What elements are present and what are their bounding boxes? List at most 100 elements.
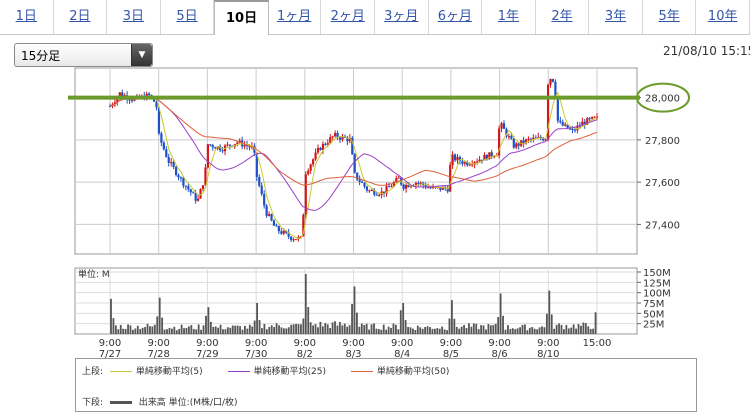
candle-body (314, 152, 317, 160)
candle-body (128, 99, 131, 101)
price-tick-label: 27,800 (645, 136, 680, 147)
candle-body (414, 182, 418, 186)
reference-oval (636, 82, 690, 113)
volume-bar (244, 325, 246, 334)
volume-bar (582, 322, 585, 334)
candle-body (522, 140, 525, 144)
volume-bar (304, 274, 307, 334)
tab-3ヶ月[interactable]: 3ヶ月 (375, 0, 429, 34)
tab-2日[interactable]: 2日 (54, 0, 108, 34)
candle-body (493, 156, 496, 158)
volume-bar (139, 329, 142, 334)
volume-bar (119, 325, 122, 334)
volume-bar (156, 316, 159, 334)
candle-body (189, 189, 192, 193)
volume-bar (387, 326, 390, 334)
candle-body (441, 187, 444, 190)
candle-body (578, 125, 581, 127)
candle-body (395, 178, 398, 183)
price-tick-label: 28,000 (645, 94, 680, 105)
volume-bar (158, 297, 161, 334)
x-tick-time: 9:00 (147, 338, 169, 349)
tab-1日[interactable]: 1日 (0, 0, 54, 34)
candle-body (118, 92, 121, 98)
volume-bar (183, 328, 185, 334)
volume-bar (229, 327, 232, 334)
volume-bar (399, 310, 402, 334)
volume-bar (236, 325, 239, 334)
interval-select[interactable]: 15分足 ▼ (14, 43, 153, 67)
ma5-line (109, 91, 598, 239)
candle-body (568, 128, 572, 130)
candle-body (319, 147, 322, 151)
volume-bar (538, 327, 541, 334)
volume-bar (280, 327, 283, 334)
volume-bar (239, 326, 241, 334)
x-tick-time: 9:00 (245, 338, 267, 349)
tab-5年[interactable]: 5年 (643, 0, 697, 34)
volume-bar (292, 324, 295, 334)
volume-bar (329, 328, 332, 334)
tab-1年[interactable]: 1年 (482, 0, 536, 34)
tab-10年[interactable]: 10年 (696, 0, 750, 34)
x-tick-time: 9:00 (196, 338, 218, 349)
volume-bar (407, 327, 409, 334)
volume-bar (528, 327, 531, 334)
volume-tick-label: 150M (643, 268, 671, 279)
volume-bar (151, 326, 154, 334)
chart-timestamp: 21/08/10 15:15 (663, 44, 750, 58)
candle-body (537, 136, 540, 138)
x-tick-date: 8/2 (297, 349, 313, 360)
volume-bar (482, 325, 485, 334)
candle-body (275, 225, 278, 227)
candle-body (480, 159, 484, 161)
tab-2年[interactable]: 2年 (536, 0, 590, 34)
volume-bar (356, 312, 358, 334)
volume-bar (412, 328, 414, 334)
volume-bar (231, 325, 234, 334)
volume-bar (270, 325, 273, 334)
tab-2ヶ月[interactable]: 2ヶ月 (321, 0, 375, 34)
ma25-line (109, 97, 598, 211)
candle-body (177, 175, 180, 178)
volume-bar (134, 328, 137, 334)
volume-bar (431, 328, 434, 334)
candle-body (500, 123, 503, 129)
volume-bar (584, 323, 587, 334)
legend-ma25: 単純移動平均(25) (253, 367, 327, 377)
candle-body (292, 239, 295, 241)
tab-1ヶ月[interactable]: 1ヶ月 (268, 0, 322, 34)
volume-bar (178, 328, 181, 334)
price-tick-label: 27,400 (645, 220, 680, 231)
volume-bar (390, 327, 392, 334)
tab-5日[interactable]: 5日 (161, 0, 215, 34)
candle-body (392, 182, 395, 187)
volume-bar (273, 326, 276, 334)
tab-3日[interactable]: 3日 (107, 0, 161, 34)
volume-bar (570, 327, 573, 334)
candle-body (554, 81, 557, 97)
volume-bar (563, 329, 565, 334)
candle-body (517, 143, 520, 146)
tab-10日[interactable]: 10日 (214, 0, 269, 35)
volume-bar (188, 326, 190, 334)
interval-select-value: 15分足 (21, 49, 61, 63)
tab-3年[interactable]: 3年 (589, 0, 643, 34)
candle-body (429, 187, 432, 189)
volume-tick-label: 50M (643, 309, 664, 320)
x-tick-time: 9:00 (537, 338, 559, 349)
chevron-down-icon[interactable]: ▼ (131, 44, 152, 66)
volume-bar (580, 325, 582, 334)
x-tick-date: 8/3 (345, 349, 361, 360)
candle-body (353, 154, 356, 173)
tab-6ヶ月[interactable]: 6ヶ月 (429, 0, 483, 34)
volume-bar (477, 329, 480, 334)
volume-bar (346, 326, 349, 334)
volume-bar (195, 329, 198, 334)
volume-bar (365, 323, 368, 334)
candle-body (326, 143, 329, 145)
volume-bar (241, 329, 244, 334)
volume-bar (207, 307, 210, 334)
candle-body (287, 232, 290, 237)
candle-body (221, 150, 224, 152)
